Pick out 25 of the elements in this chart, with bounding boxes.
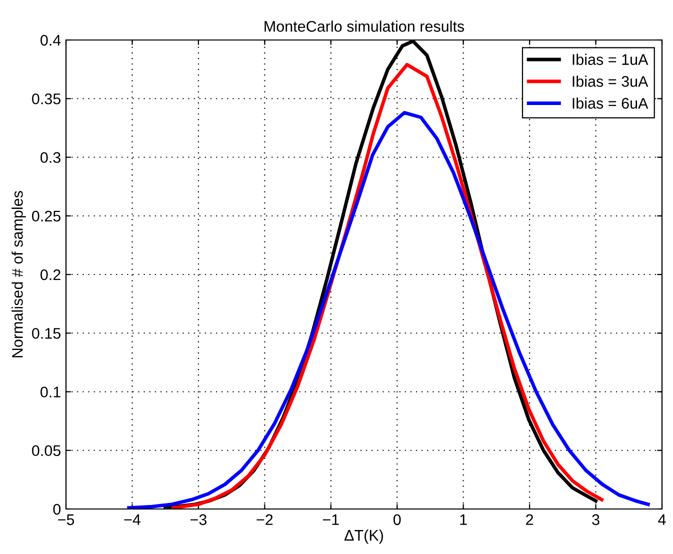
x-tick-label: −3: [190, 514, 206, 526]
y-tick-label: 0.15: [32, 328, 60, 339]
x-tick-label: 4: [658, 514, 666, 525]
x-tick-label: −5: [58, 514, 74, 526]
x-tick-label: 3: [592, 514, 600, 526]
x-tick-label: 2: [526, 514, 534, 525]
legend-label: Ibias = 1uA: [572, 54, 648, 65]
y-tick-label: 0.05: [32, 445, 60, 456]
legend-label: Ibias = 6uA: [572, 98, 648, 109]
x-axis-title: ΔT(K): [344, 529, 384, 544]
y-tick-label: 0.25: [32, 210, 60, 222]
y-tick-label: 0.3: [40, 152, 60, 163]
y-tick-label: 0.35: [32, 93, 60, 104]
y-tick-label: 0.2: [40, 269, 60, 280]
x-tick-label: −4: [124, 514, 140, 525]
y-axis-title: Normalised # of samples: [12, 190, 26, 358]
legend-label: Ibias = 3uA: [572, 76, 648, 87]
x-tick-label: −1: [322, 514, 339, 525]
y-tick-label: 0: [53, 504, 61, 515]
x-tick-label: 0: [393, 514, 401, 526]
chart-title: MonteCarlo simulation results: [264, 20, 464, 32]
y-tick-label: 0.1: [40, 386, 60, 398]
y-tick-label: 0.4: [40, 34, 61, 46]
x-tick-label: −2: [256, 514, 273, 525]
x-tick-label: 1: [460, 514, 467, 525]
